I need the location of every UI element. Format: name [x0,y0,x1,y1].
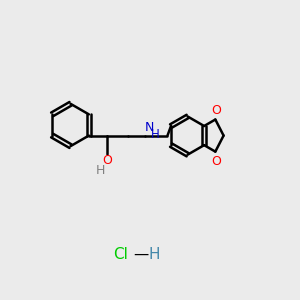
Text: —: — [134,247,149,262]
Text: O: O [212,154,221,168]
Text: O: O [212,103,221,117]
Text: N: N [145,121,154,134]
Text: H: H [149,247,160,262]
Text: O: O [102,154,112,167]
Text: H: H [151,128,160,141]
Text: H: H [96,164,105,177]
Text: Cl: Cl [113,247,128,262]
